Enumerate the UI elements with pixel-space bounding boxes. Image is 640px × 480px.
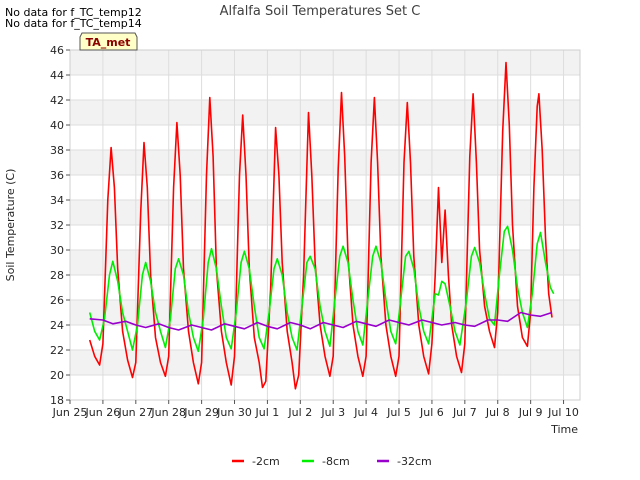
x-tick-label: Jul 5	[386, 406, 411, 419]
x-tick-label: Jun 27	[117, 406, 153, 419]
ta-met-badge: TA_met	[79, 32, 138, 51]
x-tick-label: Jul 10	[547, 406, 579, 419]
y-tick-label: 30	[50, 244, 64, 257]
x-tick-label: Jun 30	[216, 406, 252, 419]
chart-title: Alfalfa Soil Temperatures Set C	[220, 4, 421, 19]
y-axis-ticks: 18 20 22 24 26 28 30 32 34 36 38 40 42 44 46	[50, 44, 70, 407]
legend: -2cm -8cm -32cm	[232, 455, 432, 468]
x-tick-label: Jun 28	[150, 406, 186, 419]
band	[70, 50, 580, 75]
y-tick-label: 20	[50, 369, 64, 382]
band	[70, 125, 580, 150]
no-data-notice-2: No data for f_TC_temp14	[5, 17, 142, 30]
y-tick-label: 18	[50, 394, 64, 407]
band	[70, 175, 580, 200]
y-tick-label: 44	[50, 69, 64, 82]
x-tick-label: Jul 1	[255, 406, 280, 419]
series-lines	[88, 61, 555, 390]
legend-label: -32cm	[397, 455, 432, 468]
y-tick-label: 36	[50, 169, 64, 182]
y-tick-label: 40	[50, 119, 64, 132]
legend-label: -8cm	[322, 455, 350, 468]
no-data-notice-1: No data for f_TC_temp12	[5, 6, 142, 19]
x-tick-label: Jul 3	[320, 406, 345, 419]
band	[70, 200, 580, 225]
x-tick-label: Jul 8	[485, 406, 510, 419]
ta-met-badge-label: TA_met	[86, 36, 131, 49]
y-tick-label: 22	[50, 344, 64, 357]
y-tick-label: 46	[50, 44, 64, 57]
series-line-32cm	[89, 311, 553, 331]
band	[70, 100, 580, 125]
x-tick-label: Jul 4	[353, 406, 378, 419]
band	[70, 225, 580, 250]
x-tick-label: Jun 25	[52, 406, 88, 419]
x-tick-label: Jul 2	[287, 406, 312, 419]
band	[70, 150, 580, 175]
y-tick-label: 28	[50, 269, 64, 282]
band	[70, 75, 580, 100]
series-line-8cm	[88, 225, 555, 353]
x-axis-label: Time	[550, 423, 578, 436]
y-tick-label: 24	[50, 319, 64, 332]
legend-label: -2cm	[252, 455, 280, 468]
band	[70, 250, 580, 275]
x-tick-label: Jun 26	[85, 406, 121, 419]
y-tick-label: 42	[50, 94, 64, 107]
y-tick-label: 34	[50, 194, 64, 207]
band	[70, 375, 580, 400]
x-tick-label: Jul 7	[452, 406, 477, 419]
x-tick-label: Jul 9	[518, 406, 543, 419]
y-tick-label: 38	[50, 144, 64, 157]
x-tick-label: Jul 6	[419, 406, 444, 419]
y-tick-label: 26	[50, 294, 64, 307]
band	[70, 275, 580, 300]
y-tick-label: 32	[50, 219, 64, 232]
x-tick-label: Jun 29	[183, 406, 219, 419]
y-axis-label: Soil Temperature (C)	[4, 169, 17, 282]
